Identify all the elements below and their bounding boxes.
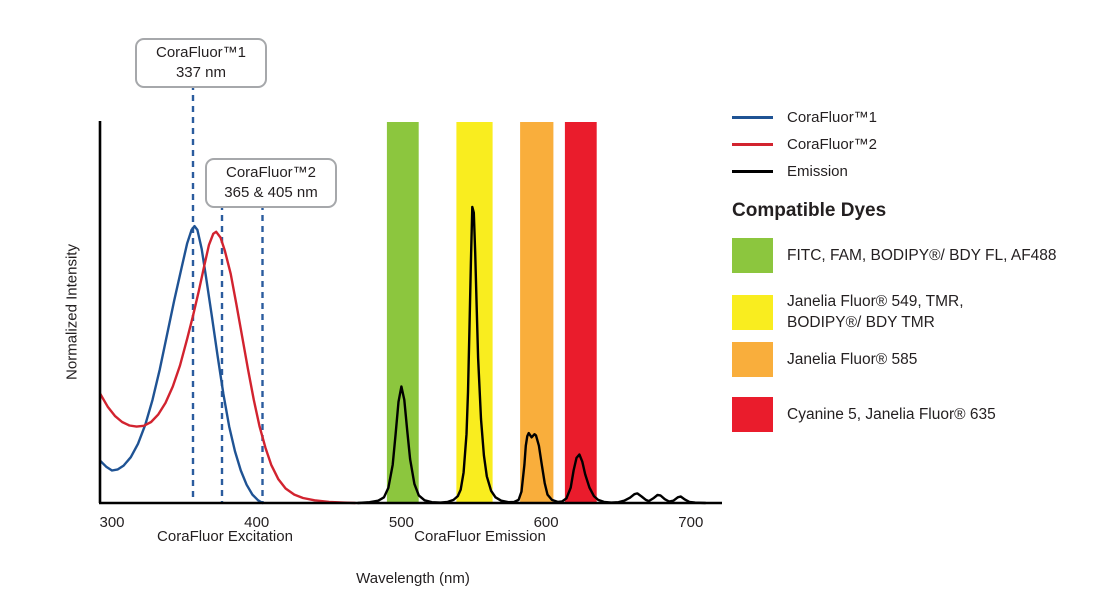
legend-item-corafluor1: CoraFluor™1: [732, 108, 877, 127]
legend-item-corafluor2: CoraFluor™2: [732, 135, 877, 154]
filter-band-yellow: [456, 122, 493, 502]
legend-item-emission: Emission: [732, 162, 877, 181]
dye-label: Janelia Fluor® 585: [787, 351, 918, 368]
series-excitation-1: [99, 224, 264, 505]
callout-corafluor1: CoraFluor™1 337 nm: [135, 38, 267, 88]
callout-corafluor2-title: CoraFluor™2: [225, 164, 317, 181]
dye-row-red: Cyanine 5, Janelia Fluor® 635: [732, 397, 1104, 432]
dye-label: Janelia Fluor® 549, TMR, BODIPY®/ BDY TM…: [787, 293, 964, 331]
legend-label: CoraFluor™2: [787, 136, 878, 153]
orange-filter-swatch: [732, 342, 773, 377]
x-tick-700: 700: [678, 514, 703, 531]
dye-row-green: FITC, FAM, BODIPY®/ BDY FL, AF488: [732, 238, 1104, 273]
x-section-label-excitation: CoraFluor Excitation: [157, 528, 293, 545]
x-section-label-emission: CoraFluor Emission: [414, 528, 546, 545]
spectra-chart: 300 400 500 600 700: [98, 84, 722, 531]
corafluor2-line-swatch: [732, 143, 773, 146]
yellow-filter-swatch: [732, 294, 773, 330]
emission-line-swatch: [732, 170, 773, 173]
x-tick-600: 600: [534, 514, 559, 531]
series-emission: [356, 205, 707, 505]
compatible-dyes-heading: Compatible Dyes: [732, 200, 887, 221]
x-tick-500: 500: [389, 514, 414, 531]
dye-label: Cyanine 5, Janelia Fluor® 635: [787, 406, 996, 423]
green-filter-swatch: [732, 238, 773, 273]
callout-corafluor2-wavelength: 365 & 405 nm: [224, 184, 318, 201]
filter-band-green: [386, 122, 419, 502]
x-tick-300: 300: [99, 514, 124, 531]
callout-corafluor2: CoraFluor™2 365 & 405 nm: [205, 158, 337, 208]
callout-corafluor1-wavelength: 337 nm: [175, 64, 227, 81]
red-filter-swatch: [732, 397, 773, 432]
x-tick-400: 400: [244, 514, 269, 531]
legend-label: CoraFluor™1: [787, 109, 878, 126]
x-axis-label: Wavelength (nm): [356, 570, 470, 587]
series-excitation-2: [99, 230, 357, 505]
y-axis-label: Normalized Intensity: [63, 244, 81, 380]
filter-band-red: [564, 122, 597, 502]
legend: CoraFluor™1 CoraFluor™2 Emission: [732, 108, 877, 181]
callout-corafluor1-title: CoraFluor™1: [155, 44, 247, 61]
legend-label: Emission: [787, 163, 848, 180]
dye-row-orange: Janelia Fluor® 585: [732, 342, 1104, 377]
dye-label: FITC, FAM, BODIPY®/ BDY FL, AF488: [787, 247, 1057, 264]
corafluor1-line-swatch: [732, 116, 773, 119]
dye-row-yellow: Janelia Fluor® 549, TMR, BODIPY®/ BDY TM…: [732, 291, 1104, 333]
